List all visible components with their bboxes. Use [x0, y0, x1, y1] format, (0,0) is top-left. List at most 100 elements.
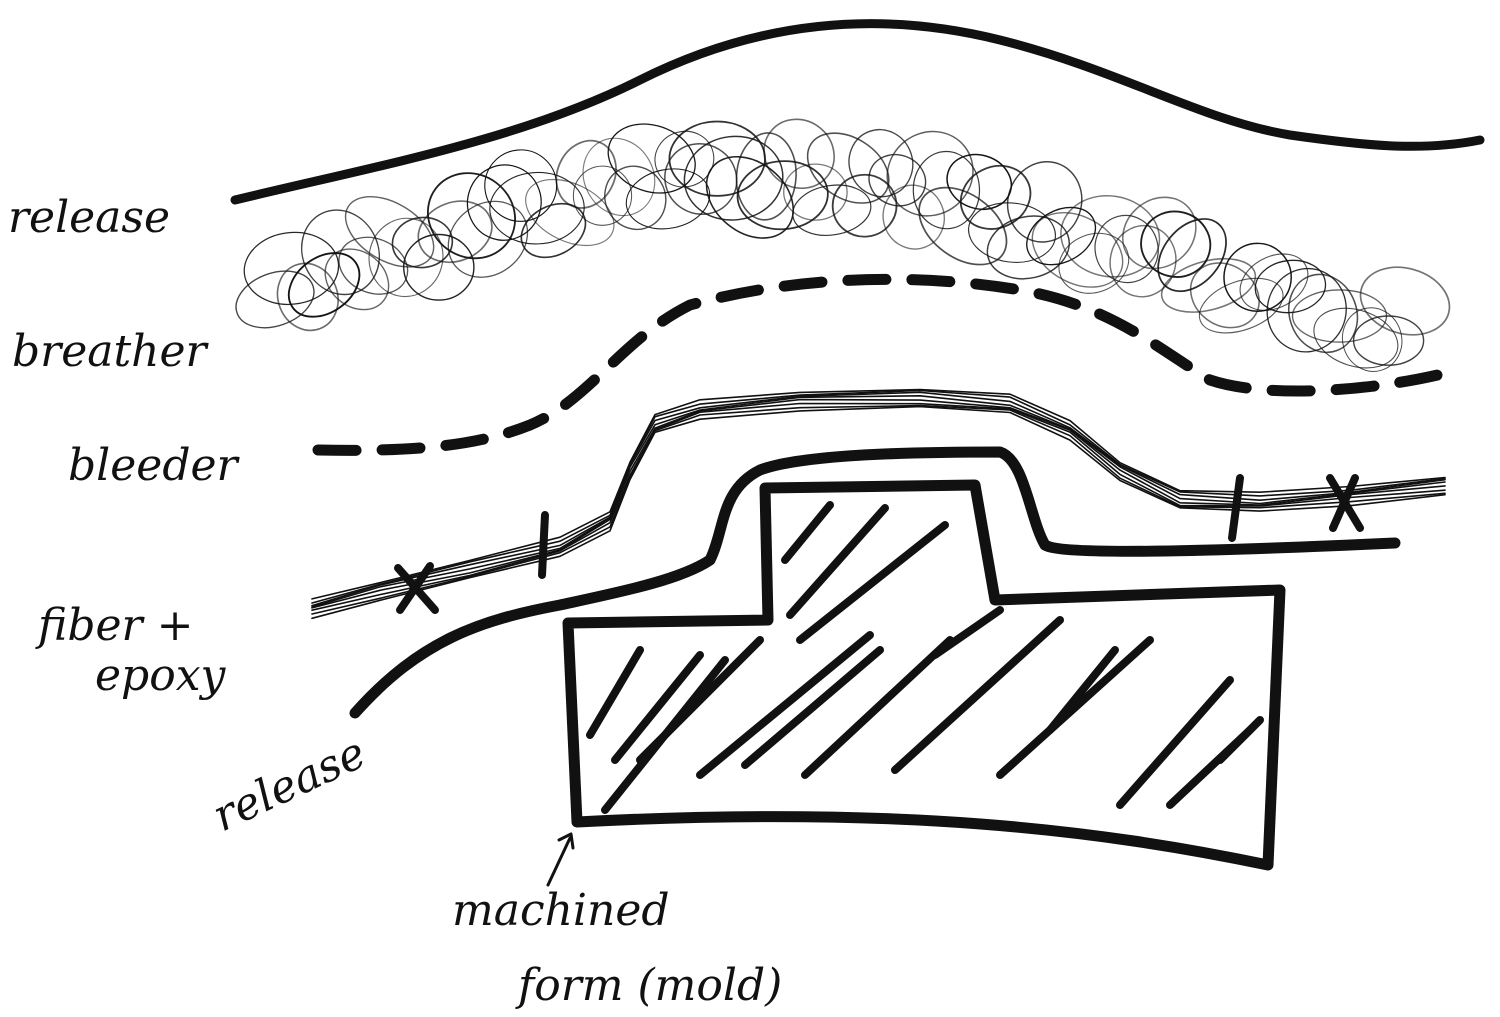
label-breather: breather — [12, 326, 210, 377]
label-release-top: release — [8, 192, 170, 243]
fiber-strand — [311, 391, 1446, 607]
breather-loop — [918, 186, 1008, 266]
fiber-strand — [311, 398, 1446, 609]
hatch-line — [586, 646, 644, 739]
breather-loop — [886, 130, 974, 217]
mold-outline — [562, 479, 1286, 871]
breather-loop — [324, 248, 390, 311]
breather-loop — [1341, 307, 1403, 372]
breather-loop — [582, 137, 656, 217]
label-epoxy: epoxy — [95, 650, 227, 701]
label-fiber: fiber + — [35, 600, 193, 651]
breather-loop — [447, 200, 529, 278]
breather-loop — [1140, 210, 1212, 278]
fiber-strand — [311, 388, 1446, 600]
tick-mark-left — [538, 511, 549, 579]
fiber-strand — [311, 389, 1446, 604]
breather-loop — [654, 130, 715, 188]
breather-loop — [403, 233, 475, 301]
breather-loop — [1352, 315, 1425, 366]
breather-loop — [763, 118, 835, 190]
breather-loop — [1094, 214, 1159, 284]
label-form-mold: form (mold) — [515, 960, 782, 1011]
breather-loop — [243, 231, 340, 306]
breather-loop — [705, 155, 795, 239]
breather-loop — [1121, 196, 1197, 270]
breather-loop — [1160, 257, 1257, 313]
breather-loop — [520, 202, 587, 259]
breather-loop — [736, 160, 829, 231]
hatch-line — [611, 651, 704, 764]
hatch-line — [801, 636, 954, 779]
breather-loop — [1266, 267, 1347, 353]
hatch-line — [601, 656, 729, 814]
hatch-line — [741, 646, 884, 769]
hatch-line — [1046, 646, 1119, 734]
hatch-line — [796, 521, 949, 644]
breather-loop — [806, 132, 890, 204]
breather-loop — [287, 252, 361, 318]
breather-loop — [1288, 273, 1359, 354]
x-mark-right — [1326, 474, 1364, 532]
breather-loop — [882, 184, 945, 250]
hatch-line — [1216, 716, 1264, 764]
x-mark-left — [394, 562, 439, 614]
fiber-epoxy-layer — [311, 388, 1446, 620]
release-film-top — [230, 19, 1485, 205]
breather-loop — [625, 168, 711, 230]
fiber-strand — [311, 404, 1446, 615]
fiber-strand — [311, 402, 1446, 611]
breather-loop — [1006, 161, 1083, 243]
hatch-line — [1116, 676, 1234, 809]
tick-mark-right — [1228, 474, 1244, 542]
breather-loop — [1359, 266, 1451, 336]
breather-loop — [1060, 195, 1161, 278]
breather-loop — [986, 215, 1070, 280]
breather-loop — [664, 143, 738, 215]
breather-loop — [391, 216, 454, 269]
hatch-line — [786, 504, 889, 619]
breather-loop — [1109, 224, 1177, 298]
breather-loop — [1157, 218, 1227, 293]
breather-loop — [1239, 253, 1309, 311]
breather-loop — [1223, 242, 1292, 312]
fiber-strand — [311, 395, 1446, 608]
hatch-line — [996, 636, 1154, 779]
breather-loop — [783, 163, 848, 221]
breather-loop — [417, 200, 493, 264]
breather-loop — [276, 262, 339, 332]
breather-loop — [1291, 289, 1388, 343]
breather-loop — [959, 164, 1032, 230]
mold-pointer-arrow — [546, 832, 575, 887]
label-machined: machined — [452, 885, 670, 936]
bleeder-layer — [312, 273, 1456, 456]
hatch-line — [781, 501, 834, 564]
breather-loop — [868, 153, 927, 207]
hatch-line — [931, 606, 1004, 659]
breather-loop — [466, 164, 542, 241]
breather-loop — [489, 171, 585, 245]
breather-loop — [792, 184, 872, 236]
laminate-trim-marks — [394, 474, 1364, 614]
breather-loop — [848, 128, 914, 198]
breather-loop — [572, 165, 633, 226]
breather-loop — [912, 150, 981, 230]
breather-loop — [968, 202, 1056, 263]
label-bleeder: bleeder — [68, 440, 241, 491]
breather-loop — [525, 178, 615, 247]
breather-loop — [426, 172, 517, 260]
breather-loop — [235, 270, 315, 329]
breather-loop — [1026, 206, 1097, 266]
breather-loop — [1198, 277, 1284, 334]
hatch-line — [696, 631, 874, 779]
hatch-line — [891, 616, 1064, 774]
breather-loop — [683, 135, 784, 221]
breather-loop — [344, 196, 435, 268]
breather-loop — [1058, 232, 1130, 294]
breather-loop — [555, 139, 617, 209]
release-film-bottom — [349, 446, 1401, 719]
breather-loop — [1313, 307, 1399, 369]
label-release-bottom: release — [205, 727, 373, 842]
mold-hatching — [586, 501, 1264, 814]
